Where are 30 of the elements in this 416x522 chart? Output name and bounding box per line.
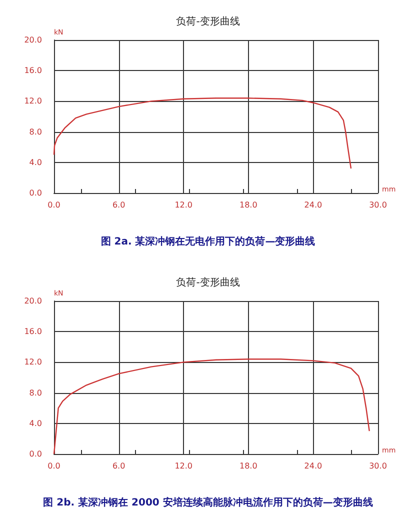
x-tick-label: 30.0 (369, 462, 387, 470)
x-tick-label: 0.0 (48, 200, 60, 210)
y-tick-label: 12.0 (24, 358, 42, 367)
x-tick-label: 0.0 (48, 462, 60, 470)
x-tick-label: 18.0 (239, 200, 258, 210)
x-tick-label: 30.0 (369, 200, 387, 210)
chart-title: 负荷-变形曲线 (176, 16, 240, 28)
y-tick-label: 20.0 (24, 36, 42, 44)
x-tick-label: 24.0 (304, 200, 322, 210)
line-series (53, 358, 370, 455)
x-tick-label: 6.0 (112, 200, 126, 210)
y-tick-label: 4.0 (29, 158, 42, 167)
y-tick-label: 12.0 (24, 96, 42, 106)
y-tick-label: 0.0 (29, 188, 42, 198)
y-tick-label: 8.0 (29, 127, 42, 136)
chart-title: 负荷-变形曲线 (176, 276, 240, 288)
caption: 图 2b. 某深冲钢在 2000 安培连续高能脉冲电流作用下的负荷—变形曲线 (43, 496, 373, 508)
x-tick-label: 24.0 (304, 462, 322, 470)
x-tick-label: 6.0 (112, 462, 126, 470)
line-series (53, 98, 352, 170)
y-tick-label: 16.0 (24, 66, 42, 76)
x-tick-label: 12.0 (174, 462, 193, 470)
y-tick-label: 0.0 (29, 450, 42, 458)
y-tick-label: 16.0 (24, 327, 42, 336)
y-tick-label: 20.0 (24, 296, 42, 306)
x-tick-label: 18.0 (239, 462, 258, 470)
caption: 图 2a. 某深冲钢在无电作用下的负荷—变形曲线 (100, 236, 316, 248)
y-tick-label: 8.0 (29, 388, 42, 398)
x-tick-label: 12.0 (174, 200, 193, 210)
y-tick-label: 4.0 (29, 418, 42, 428)
